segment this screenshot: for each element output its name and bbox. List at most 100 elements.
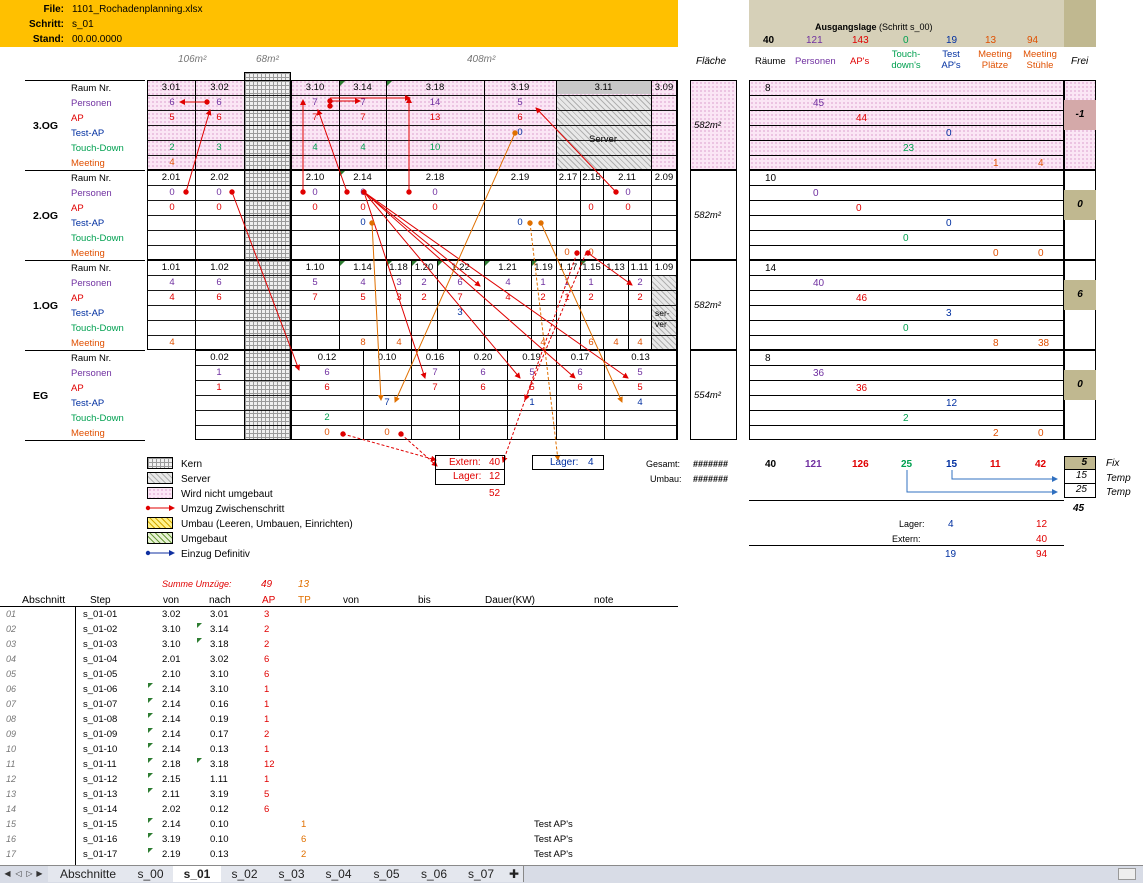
room-number: 2.01 [161, 172, 181, 183]
step-id[interactable]: s_01-02 [83, 624, 118, 635]
step-id[interactable]: s_01-03 [83, 639, 118, 650]
file-value[interactable]: 1101_Rochadenplanning.xlsx [72, 4, 203, 15]
col-line [386, 260, 387, 350]
row-line [749, 320, 1064, 321]
flaeche-cell [690, 80, 737, 170]
og1-personen-value: 6 [457, 277, 463, 288]
sheet-tab-s_03[interactable]: s_03 [268, 866, 316, 882]
note-marker [387, 81, 392, 86]
step-id[interactable]: s_01-14 [83, 804, 118, 815]
row-line [749, 200, 1064, 201]
step-index: 14 [6, 804, 17, 814]
step-id[interactable]: s_01-01 [83, 609, 118, 620]
stand-value[interactable]: 00.00.0000 [72, 34, 123, 45]
schritt-value[interactable]: s_01 [72, 19, 94, 30]
lager-value: 12 [489, 471, 501, 482]
og3-personen-value: 6 [216, 97, 222, 108]
summary-test: 0 [946, 218, 952, 229]
frei-box [1064, 100, 1096, 130]
sheet-tab-abschnitte[interactable]: Abschnitte [48, 866, 129, 882]
step-ap: 6 [264, 804, 270, 815]
lager2-label: Lager: [550, 457, 579, 468]
flaeche-cell [690, 350, 737, 440]
og1-ap-value: 7 [457, 292, 463, 303]
sheet-tab-s_06[interactable]: s_06 [411, 866, 458, 882]
hdr-mstuehle: Meeting Stühle [1023, 49, 1057, 71]
sheet-tab-s_01[interactable]: s_01 [173, 866, 222, 882]
step-id[interactable]: s_01-06 [83, 684, 118, 695]
col-tp: TP [298, 595, 311, 606]
gesamt-label: Gesamt: [646, 459, 681, 469]
og2-test-value: 0 [517, 217, 523, 228]
summary-touch: 0 [903, 233, 909, 244]
summary-personen: 40 [813, 278, 825, 289]
eg-ap-value: 5 [529, 382, 535, 393]
col-line [195, 80, 196, 170]
col-von: von [163, 595, 180, 606]
floor-divider [25, 350, 145, 351]
flaeche-cell [690, 170, 737, 260]
first-sheet-icon[interactable]: ◀ [4, 869, 11, 878]
step-nach: 3.02 [210, 654, 229, 665]
col-line [507, 350, 508, 440]
step-id[interactable]: s_01-04 [83, 654, 118, 665]
og1-ap-value: 2 [421, 292, 427, 303]
sheet-tab-s_04[interactable]: s_04 [315, 866, 363, 882]
col-line [556, 170, 557, 260]
step-nach: 0.13 [210, 849, 229, 860]
og1-meeting-value: 6 [588, 337, 594, 348]
og2-ap-value: 0 [169, 202, 175, 213]
flaeche-value: 582m² [694, 120, 721, 131]
step-id[interactable]: s_01-10 [83, 744, 118, 755]
summary-mplaetze: 8 [993, 338, 999, 349]
step-von: 2.15 [162, 774, 181, 785]
col-line [244, 350, 245, 440]
insert-sheet-icon[interactable]: ✚ [505, 866, 524, 882]
step-id[interactable]: s_01-16 [83, 834, 118, 845]
last-sheet-icon[interactable]: ▶ [36, 869, 43, 878]
sheet-tab-s_05[interactable]: s_05 [362, 866, 412, 882]
row-line [147, 125, 677, 126]
row-label: Raum Nr. [71, 83, 112, 94]
lager-label: Lager: [453, 471, 482, 482]
sheet-tab-s_02[interactable]: s_02 [221, 866, 269, 882]
row-line [749, 140, 1064, 141]
step-index: 13 [6, 789, 17, 799]
step-id[interactable]: s_01-09 [83, 729, 118, 740]
step-id[interactable]: s_01-05 [83, 669, 118, 680]
sheet-tab-s_07[interactable]: s_07 [457, 866, 506, 882]
row-label: Test-AP [71, 398, 105, 409]
stand-label: Stand: [32, 34, 64, 45]
step-index: 10 [6, 744, 17, 754]
note-marker [412, 261, 417, 266]
step-note: Test AP's [534, 834, 573, 845]
step-id[interactable]: s_01-13 [83, 789, 118, 800]
step-nach: 3.01 [210, 609, 229, 620]
og1-ap-value: 4 [505, 292, 511, 303]
eg-personen-value: 7 [432, 367, 438, 378]
step-id[interactable]: s_01-17 [83, 849, 118, 860]
row-line [749, 275, 1064, 276]
ausgangslage-subtitle: (Schritt s_00) [879, 22, 933, 32]
step-id[interactable]: s_01-15 [83, 819, 118, 830]
room-number: 1.18 [389, 262, 408, 273]
step-nach: 3.19 [210, 789, 229, 800]
next-sheet-icon[interactable]: ▷ [26, 869, 33, 878]
col-line [291, 350, 292, 440]
note-marker [340, 171, 345, 176]
scrollbar-icon[interactable] [1118, 868, 1136, 880]
row-line [749, 230, 1064, 231]
step-von: 2.14 [162, 684, 181, 695]
ausg-personen: 121 [806, 35, 823, 46]
hdr-frei: Frei [1071, 56, 1089, 67]
sheet-tab-s_00[interactable]: s_00 [128, 866, 174, 882]
room-number: 2.15 [582, 172, 601, 183]
row-line [195, 395, 677, 396]
step-id[interactable]: s_01-07 [83, 699, 118, 710]
step-id[interactable]: s_01-11 [83, 759, 117, 770]
og1-ap-value: 1 [564, 292, 570, 303]
prev-sheet-icon[interactable]: ◁ [15, 869, 22, 878]
note-marker [340, 261, 345, 266]
step-id[interactable]: s_01-08 [83, 714, 118, 725]
step-id[interactable]: s_01-12 [83, 774, 118, 785]
